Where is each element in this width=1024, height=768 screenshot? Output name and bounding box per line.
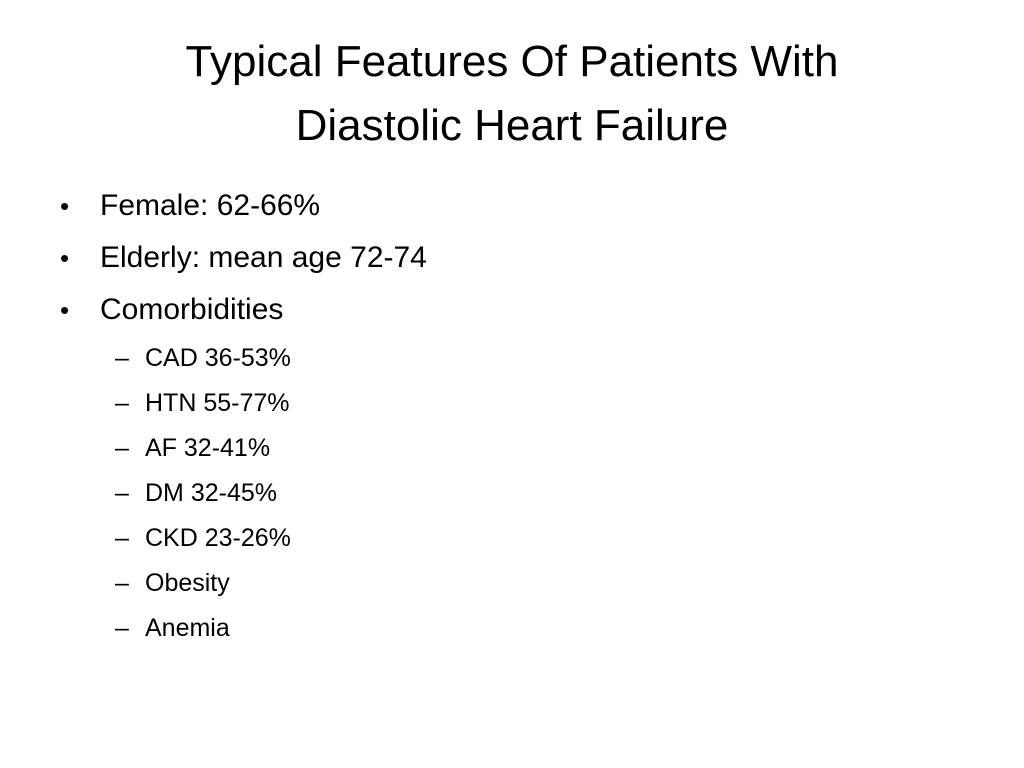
sub-bullet-group: – CAD 36-53% – HTN 55-77% – AF 32-41% – … <box>60 336 960 651</box>
sub-bullet-text: AF 32-41% <box>145 434 271 462</box>
slide-title: Typical Features Of Patients With Diasto… <box>51 30 973 158</box>
sub-bullet-text: Obesity <box>145 569 230 597</box>
dash-icon: – <box>115 434 129 462</box>
bullet-item-female: • Female: 62-66% <box>60 180 960 232</box>
sub-bullet-text: DM 32-45% <box>145 479 277 507</box>
dash-icon: – <box>115 389 129 417</box>
dash-icon: – <box>115 479 129 507</box>
title-line-2: Diastolic Heart Failure <box>295 101 729 150</box>
dash-icon: – <box>115 524 129 552</box>
sub-bullet-text: Anemia <box>145 614 230 642</box>
sub-bullet-text: CKD 23-26% <box>145 524 291 552</box>
sub-bullet-item-dm: – DM 32-45% <box>60 471 960 516</box>
sub-bullet-item-obesity: – Obesity <box>60 561 960 606</box>
sub-bullet-item-af: – AF 32-41% <box>60 426 960 471</box>
bullet-icon: • <box>60 191 70 221</box>
title-line-1: Typical Features Of Patients With <box>185 37 839 86</box>
dash-icon: – <box>115 569 129 597</box>
sub-bullet-list: – CAD 36-53% – HTN 55-77% – AF 32-41% – … <box>60 336 960 651</box>
sub-bullet-item-anemia: – Anemia <box>60 606 960 651</box>
bullet-icon: • <box>60 295 70 325</box>
bullet-list: • Female: 62-66% • Elderly: mean age 72-… <box>60 180 960 651</box>
sub-bullet-item-htn: – HTN 55-77% <box>60 381 960 426</box>
sub-bullet-text: CAD 36-53% <box>145 344 291 372</box>
dash-icon: – <box>115 344 129 372</box>
bullet-text: Female: 62-66% <box>100 189 321 222</box>
sub-bullet-item-cad: – CAD 36-53% <box>60 336 960 381</box>
dash-icon: – <box>115 614 129 642</box>
bullet-icon: • <box>60 243 70 273</box>
bullet-text: Comorbidities <box>100 293 284 326</box>
bullet-item-comorbidities: • Comorbidities <box>60 284 960 336</box>
bullet-item-elderly: • Elderly: mean age 72-74 <box>60 232 960 284</box>
sub-bullet-item-ckd: – CKD 23-26% <box>60 516 960 561</box>
bullet-text: Elderly: mean age 72-74 <box>100 241 427 274</box>
sub-bullet-text: HTN 55-77% <box>145 389 290 417</box>
